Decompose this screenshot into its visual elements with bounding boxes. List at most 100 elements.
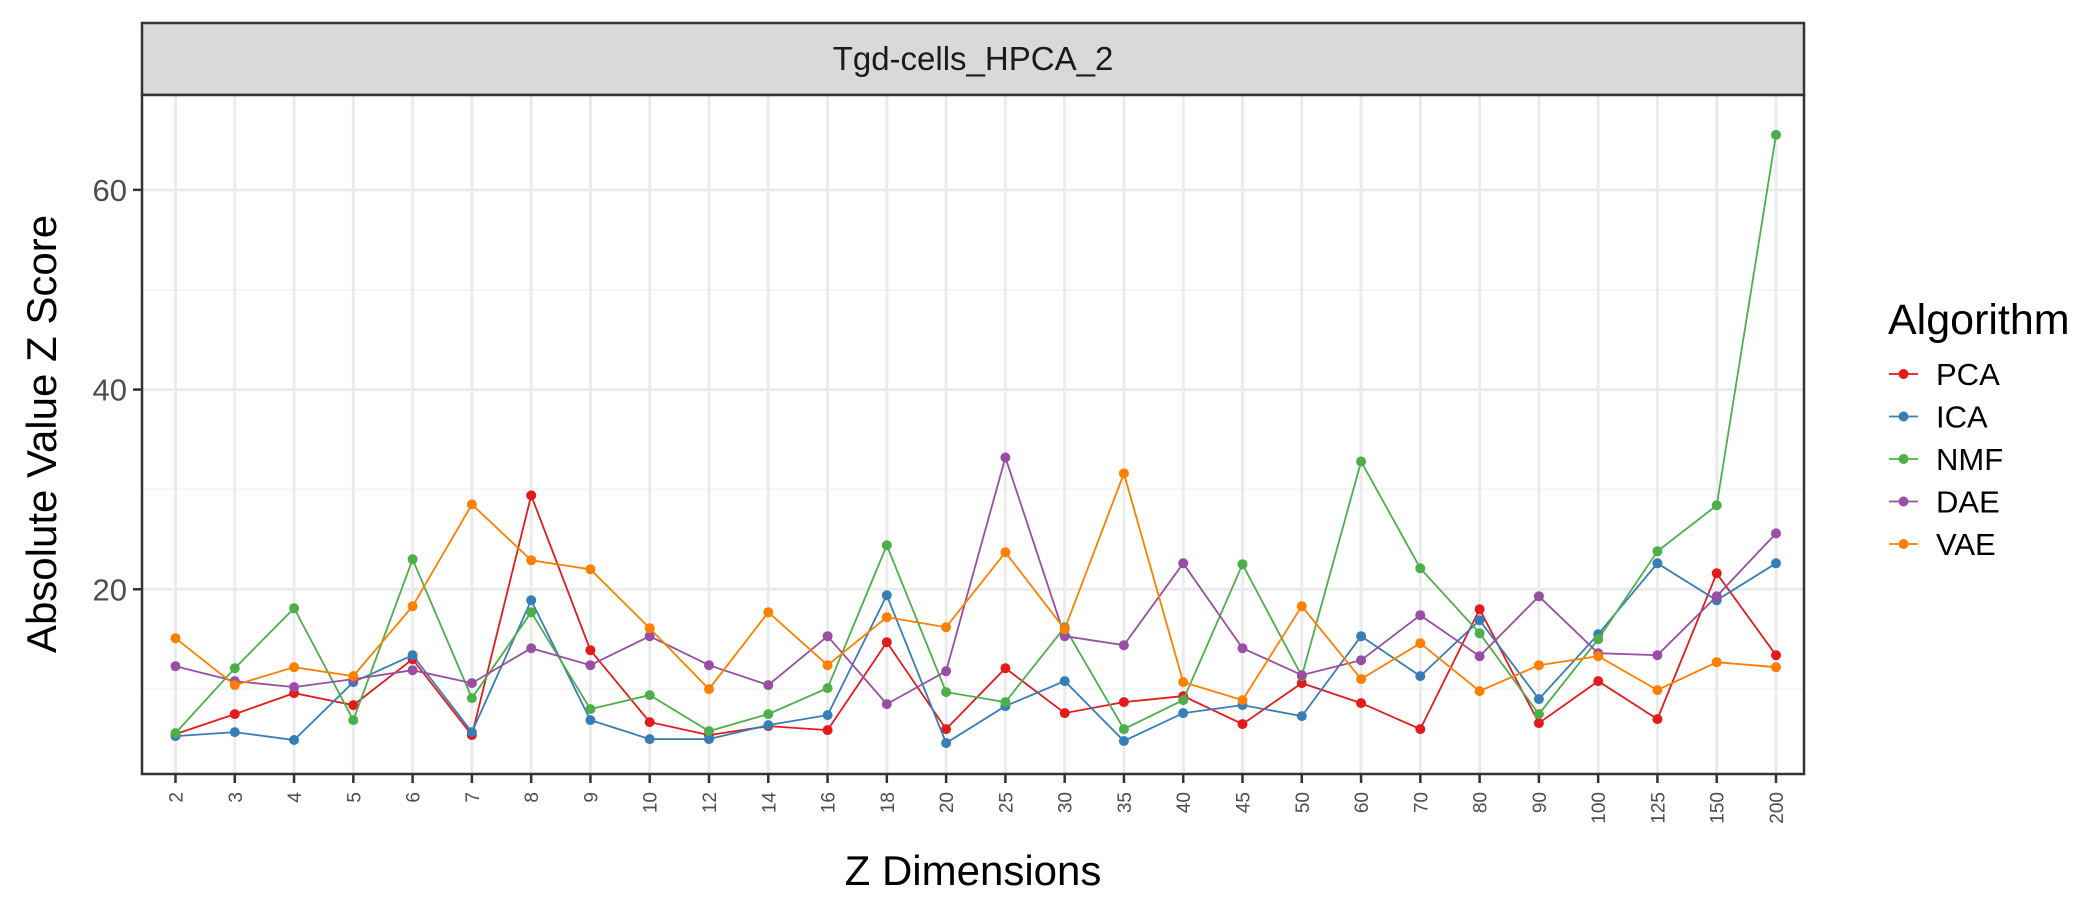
plot-panel [142, 95, 1804, 774]
facet-strip [140, 21, 1806, 97]
data-point-dae [763, 680, 774, 691]
x-tick-label: 50 [1293, 792, 1314, 813]
data-point-nmf [1237, 559, 1248, 570]
x-tick-label: 4 [285, 792, 306, 803]
y-axis: 20 40 60 [93, 173, 142, 607]
data-point-nmf [822, 683, 833, 694]
data-point-vae [1652, 685, 1663, 696]
legend-item-nmf: NMF [1889, 442, 2003, 477]
legend-key-point-ica [1898, 411, 1909, 422]
data-point-ica [1118, 736, 1129, 746]
x-tick-label: 9 [581, 792, 602, 803]
x-tick-label: 14 [759, 792, 780, 814]
data-point-ica [704, 734, 714, 745]
x-tick-label: 45 [1234, 792, 1255, 813]
data-point-ica [1533, 694, 1544, 705]
x-axis: 2 3 4 5 6 7 8 9 10 12 14 16 18 20 25 30 35 40 45 50 60 70 80 90… [167, 774, 1788, 824]
data-point-ica [1059, 676, 1070, 687]
data-point-pca [1593, 676, 1604, 687]
data-point-vae [1178, 677, 1189, 688]
x-tick-label: 150 [1708, 792, 1729, 824]
data-point-pca [1237, 719, 1248, 730]
x-tick-label: 30 [1056, 792, 1077, 813]
data-point-ica [1356, 631, 1367, 642]
data-point-nmf [348, 715, 359, 726]
data-point-vae [585, 564, 596, 575]
data-point-vae [170, 633, 181, 644]
data-point-vae [1237, 695, 1248, 706]
data-point-nmf [1533, 709, 1544, 720]
x-tick-label: 80 [1471, 792, 1492, 813]
data-point-ica [1178, 708, 1189, 719]
x-tick-label: 8 [522, 792, 543, 803]
data-point-nmf [1771, 129, 1781, 140]
data-point-pca [1711, 568, 1722, 579]
data-point-dae [1415, 610, 1426, 621]
x-tick-label: 20 [937, 792, 958, 813]
panel-border [140, 93, 1806, 776]
legend-label-nmf: NMF [1936, 442, 2003, 477]
x-tick-label: 35 [1115, 792, 1136, 813]
data-point-nmf [526, 607, 537, 618]
data-point-dae [1711, 591, 1722, 602]
x-tick-label: 16 [819, 792, 840, 813]
data-point-pca [1771, 650, 1781, 661]
data-point-vae [407, 601, 418, 612]
data-point-vae [1771, 662, 1781, 673]
data-point-vae [704, 684, 714, 695]
data-point-ica [466, 727, 477, 738]
data-point-dae [1118, 640, 1129, 651]
data-point-ica [289, 735, 300, 745]
data-point-nmf [170, 728, 181, 739]
data-point-vae [1296, 601, 1307, 612]
x-tick-label: 40 [1174, 792, 1195, 813]
data-point-dae [407, 665, 418, 676]
data-point-nmf [466, 693, 477, 704]
data-point-dae [289, 682, 300, 693]
data-point-dae [1533, 591, 1544, 602]
data-point-pca [348, 700, 359, 711]
data-point-pca [941, 724, 952, 735]
data-point-vae [1593, 651, 1604, 662]
data-point-ica [229, 727, 240, 738]
data-point-nmf [289, 603, 300, 614]
data-point-nmf [1000, 697, 1011, 708]
x-tick-label: 70 [1411, 792, 1432, 813]
data-point-ica [407, 650, 418, 661]
legend-item-pca: PCA [1889, 357, 2000, 392]
data-point-ica [585, 715, 596, 726]
x-tick-label: 200 [1767, 792, 1788, 824]
series-line-vae [174, 470, 1777, 702]
data-point-vae [941, 622, 952, 633]
data-point-dae [1474, 651, 1485, 662]
data-point-vae [1711, 657, 1722, 668]
data-point-dae [170, 661, 181, 672]
legend-key-point-nmf [1898, 454, 1909, 464]
gridlines [142, 95, 1804, 774]
series-dae [170, 452, 1781, 710]
data-point-nmf [1178, 695, 1189, 706]
data-point-dae [1059, 631, 1070, 642]
y-tick-label: 60 [93, 173, 127, 208]
data-point-pca [1059, 708, 1070, 719]
data-point-ica [1771, 558, 1781, 569]
data-point-nmf [763, 709, 774, 720]
data-point-dae [881, 699, 892, 710]
data-point-nmf [1118, 724, 1129, 735]
data-point-dae [941, 666, 952, 677]
data-point-vae [1533, 660, 1544, 671]
x-tick-label: 18 [878, 792, 899, 813]
data-point-dae [822, 631, 833, 642]
y-tick-label: 40 [93, 373, 127, 408]
data-point-dae [1178, 558, 1189, 569]
data-point-vae [763, 607, 774, 618]
x-axis-title: Z Dimensions [845, 847, 1102, 894]
data-point-ica [1415, 671, 1426, 682]
y-axis-title: Absolute Value Z Score [18, 215, 65, 653]
data-point-pca [1356, 698, 1367, 709]
series-vae [170, 468, 1781, 706]
data-point-vae [644, 623, 655, 634]
data-point-nmf [1593, 634, 1604, 645]
legend-item-ica: ICA [1889, 400, 1988, 435]
